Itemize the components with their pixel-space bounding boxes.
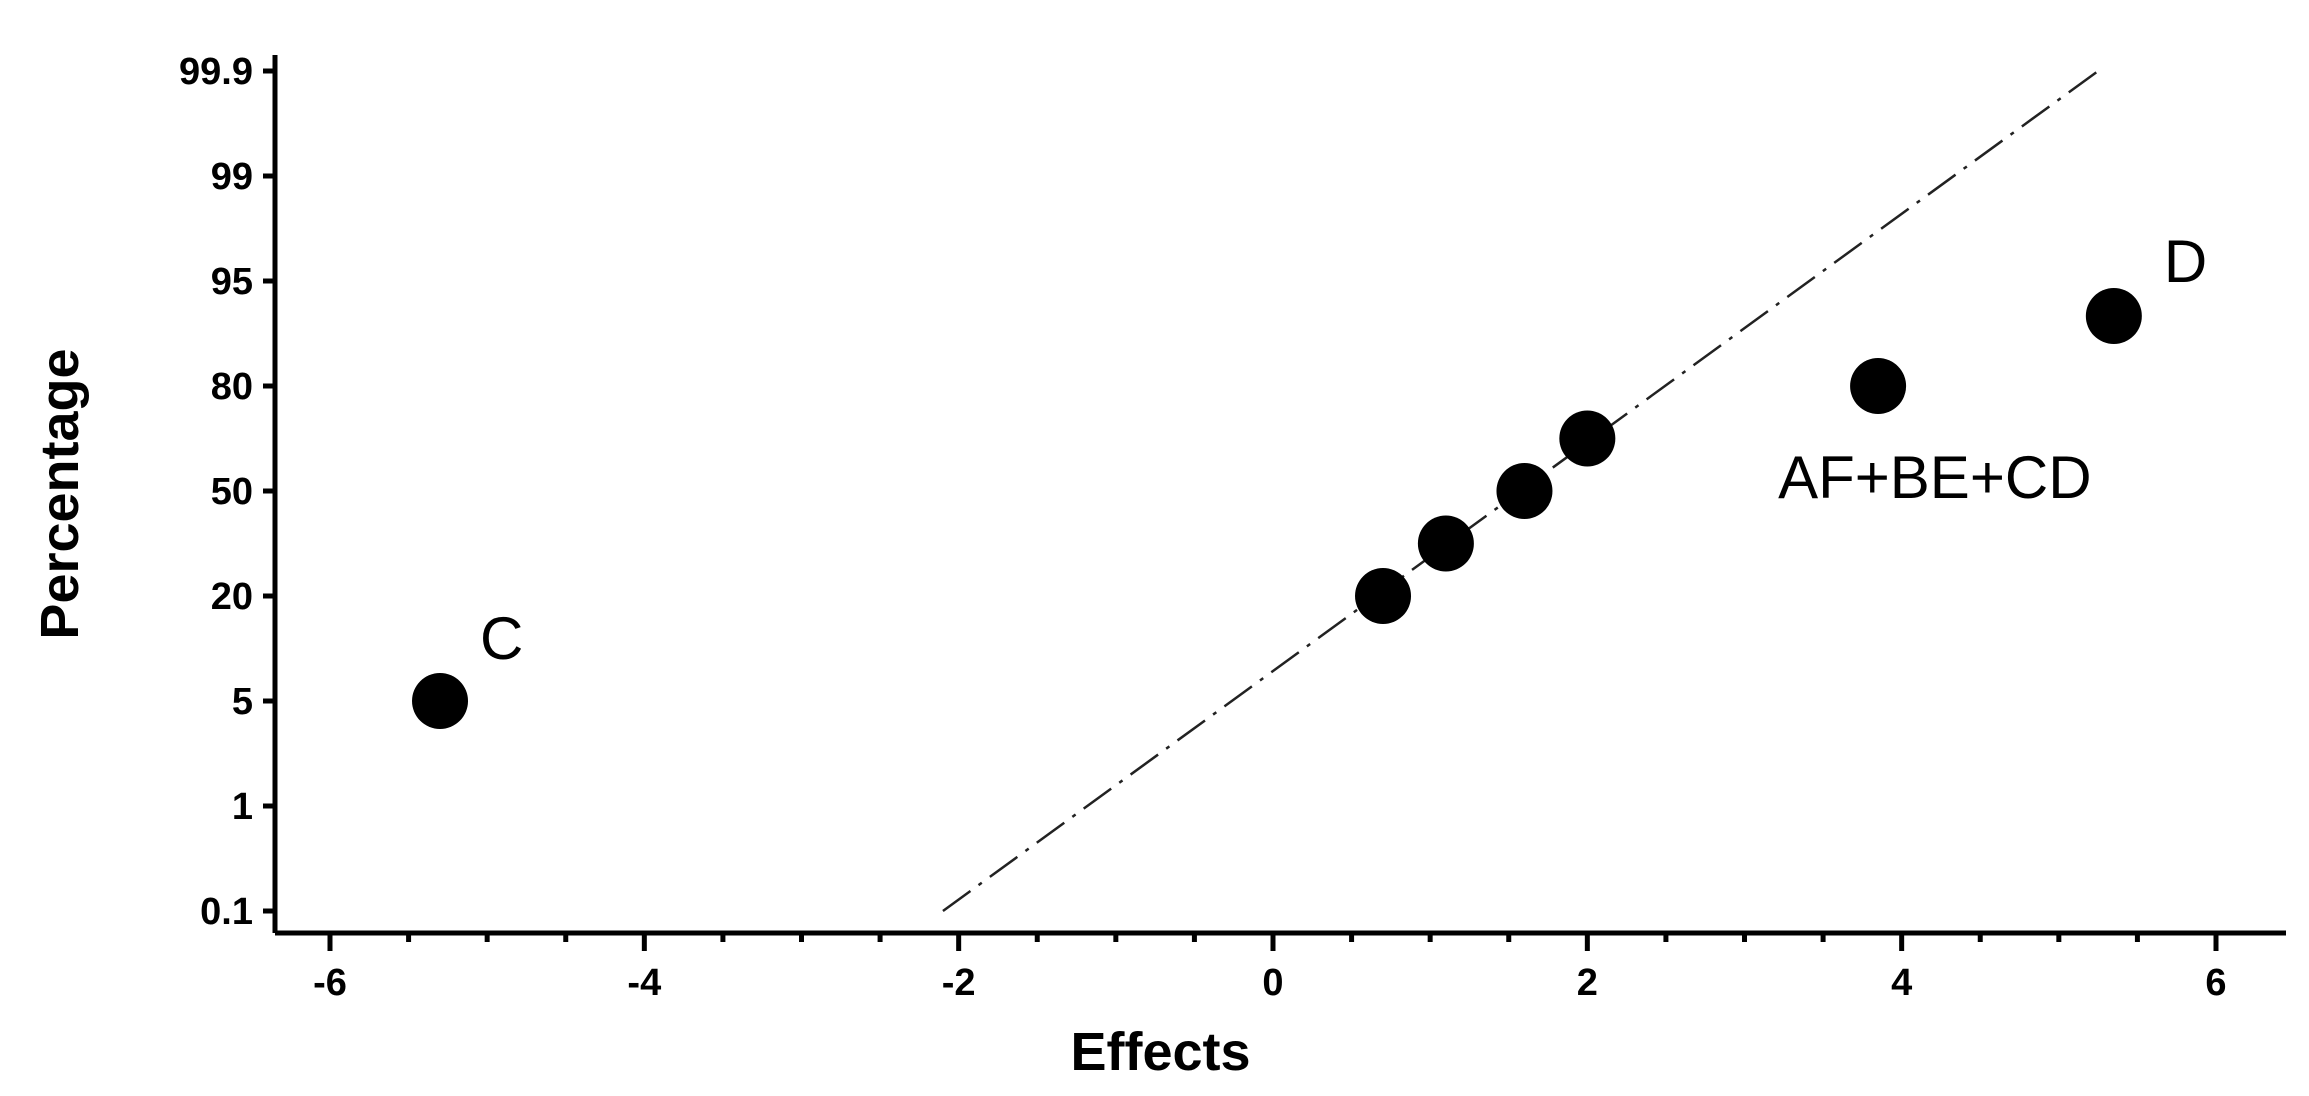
y-tick-label: 1 [232, 786, 253, 828]
y-tick-label: 99.9 [179, 51, 253, 93]
point-label: C [480, 605, 523, 672]
data-point [412, 673, 469, 729]
data-point [1496, 463, 1553, 519]
y-axis-title: Percentage [30, 348, 90, 639]
y-tick-label: 0.1 [200, 891, 253, 933]
x-tick-label: -2 [942, 962, 976, 1004]
point-labels: C AF+BE+CD D [480, 228, 2207, 672]
y-tick-label: 99 [211, 156, 253, 198]
x-tick-label: 4 [1891, 962, 1912, 1004]
data-points [412, 288, 2142, 729]
point-label: D [2164, 228, 2207, 295]
y-tick-label: 5 [232, 681, 253, 723]
data-point [1559, 410, 1616, 467]
x-tick-label: 6 [2205, 962, 2226, 1004]
y-tick-label: 95 [211, 261, 253, 303]
y-tick-label: 20 [211, 576, 253, 618]
x-tick-label: 0 [1262, 962, 1283, 1004]
y-tick-label: 80 [211, 366, 253, 408]
data-point [2085, 288, 2142, 344]
x-tick-label: -4 [627, 962, 661, 1004]
x-axis-title: Effects [1070, 1022, 1250, 1082]
point-label: AF+BE+CD [1778, 444, 2091, 511]
axes: -6 -4 -2 0 2 4 6 0.1 1 5 20 50 80 95 99 99.9 [179, 51, 2286, 1004]
data-point [1355, 568, 1412, 624]
data-point [1850, 358, 1907, 414]
data-point [1417, 515, 1474, 572]
y-tick-label: 50 [211, 471, 253, 513]
x-tick-label: -6 [313, 962, 347, 1004]
x-tick-label: 2 [1577, 962, 1598, 1004]
